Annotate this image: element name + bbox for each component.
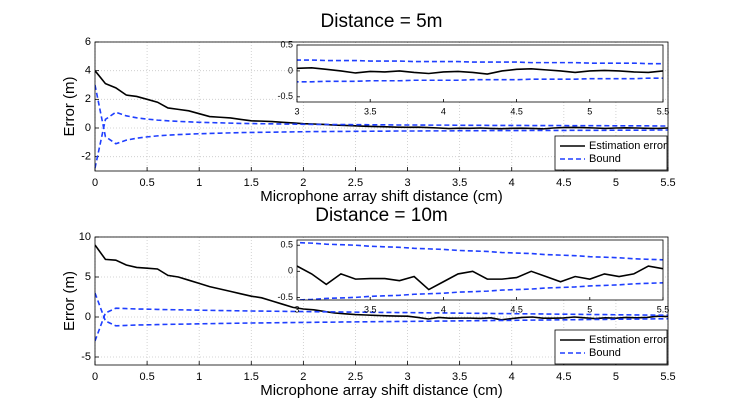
inset-frame [296,239,664,301]
x-tick-label: 2.5 [348,177,363,189]
inset-x-tick-label: 4 [441,304,446,314]
y-axis-label: Error (m) [61,271,78,331]
legend-box [554,135,668,171]
series-line [95,244,668,321]
x-tick-label: 0.5 [139,177,154,189]
inset-y-tick-label: -0.5 [277,292,293,302]
y-tick-label: -2 [81,151,91,163]
x-axis-label: Microphone array shift distance (cm) [260,188,503,205]
x-tick-label: 3 [404,177,410,189]
series-line [297,66,663,75]
chart-title: Distance = 10m [315,205,448,226]
y-axis-label: Error (m) [61,77,78,137]
inset-y-tick-label: 0.5 [280,39,293,49]
x-tick-label: 3.5 [452,177,467,189]
x-tick-label: 0 [92,177,98,189]
inset-x-tick-label: 4 [441,106,446,116]
series-line [95,70,668,130]
series-line [297,59,663,65]
x-tick-label: 2.5 [348,371,363,383]
axes-frame [94,41,669,172]
x-tick-label: 3 [404,371,410,383]
x-tick-label: 4 [509,177,515,189]
y-tick-label: 0 [85,122,91,134]
legend-label: Estimation error [589,140,667,152]
x-tick-label: 5.5 [660,177,675,189]
y-tick-label: 0 [85,311,91,323]
inset-lines [297,241,663,300]
inset-frame [296,44,664,103]
inset-x-tick-label: 4.5 [510,106,523,116]
inset-x-tick-label: 5 [587,106,592,116]
axes-frame [94,236,669,366]
y-tick-label: 6 [85,36,91,48]
x-tick-label: 0 [92,371,98,383]
x-tick-label: 1.5 [244,177,259,189]
y-tick-label: 10 [79,231,91,243]
inset-x-tick-label: 3 [294,304,299,314]
inset-area [297,240,663,300]
x-tick-label: 4.5 [556,177,571,189]
inset-y-tick-label: 0.5 [280,240,293,250]
inset-lines [297,59,663,83]
y-tick-label: 4 [85,65,91,77]
inset-x-tick-label: 5.5 [657,106,670,116]
inset-x-tick-label: 4.5 [510,304,523,314]
x-tick-label: 1.5 [244,371,259,383]
chart-title: Distance = 5m [321,11,443,32]
inset-y-tick-label: 0 [288,65,293,75]
legend-label: Bound [589,153,621,165]
legend-box [554,329,668,365]
bound-line [297,77,663,83]
inset-x-tick-label: 3.5 [364,106,377,116]
x-axis-label: Microphone array shift distance (cm) [260,382,503,399]
series-line [95,111,668,169]
bound-line [95,84,668,145]
plot-lines [95,244,668,342]
inset-x-tick-label: 5 [587,304,592,314]
x-tick-label: 4.5 [556,371,571,383]
x-tick-label: 0.5 [139,371,154,383]
series-line [95,307,668,342]
x-tick-label: 5 [613,371,619,383]
inset-x-tick-label: 3.5 [364,304,377,314]
x-tick-label: 1 [196,177,202,189]
x-tick-label: 3.5 [452,371,467,383]
x-tick-label: 5.5 [660,371,675,383]
legend-label: Estimation error [589,334,667,346]
bound-line [95,292,668,327]
x-tick-label: 2 [300,371,306,383]
x-tick-label: 5 [613,177,619,189]
series-line [297,265,663,291]
y-tick-label: 5 [85,271,91,283]
x-tick-label: 4 [509,371,515,383]
x-tick-label: 2 [300,177,306,189]
y-tick-label: -5 [81,351,91,363]
inset-y-tick-label: 0 [288,266,293,276]
y-tick-label: 2 [85,93,91,105]
inset-x-tick-label: 3 [294,106,299,116]
x-tick-label: 1 [196,371,202,383]
legend-label: Bound [589,347,621,359]
plot-lines [95,70,668,169]
inset-x-tick-label: 5.5 [657,304,670,314]
inset-y-tick-label: -0.5 [277,91,293,101]
